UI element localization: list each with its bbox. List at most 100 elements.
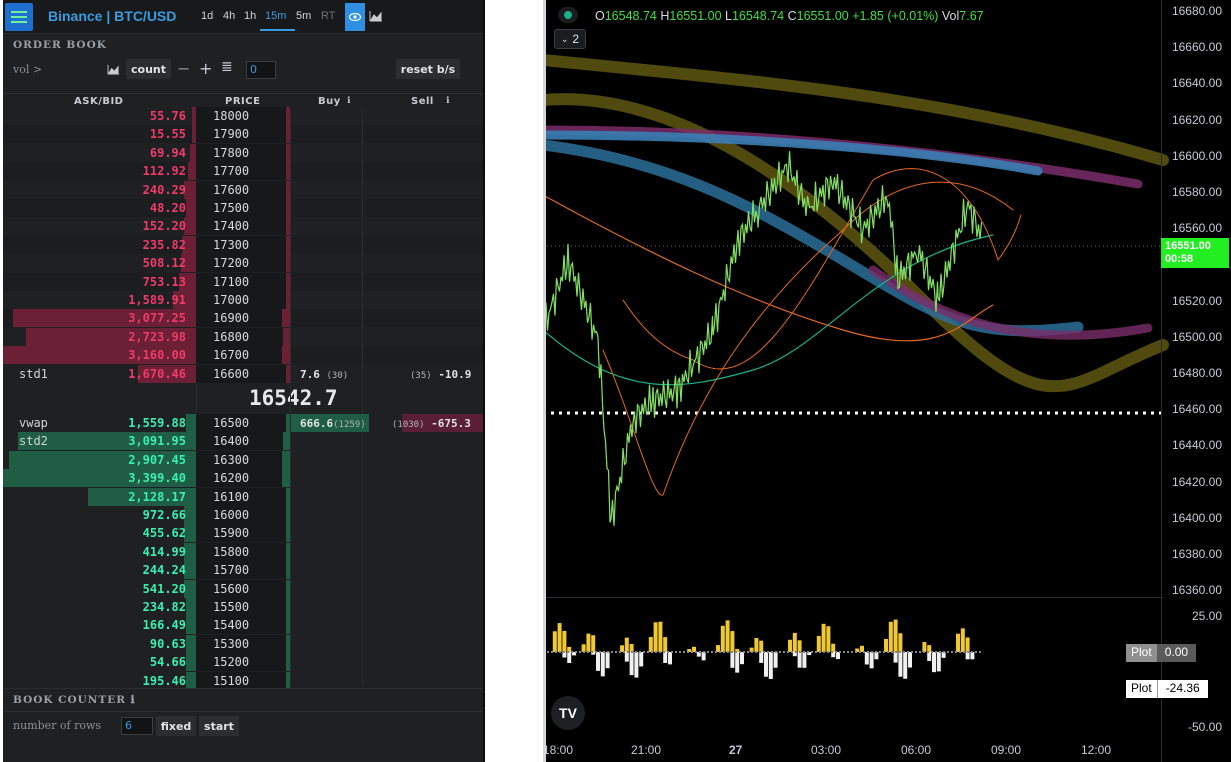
area-chart-icon[interactable]: [369, 10, 383, 22]
ask-row[interactable]: 2,723.98 16800: [3, 327, 483, 346]
depth-bar: [192, 107, 196, 125]
bid-row[interactable]: vwap 1,559.88 16500: [3, 414, 483, 432]
oscillator-bar-up: [720, 625, 725, 652]
amount-cell: 2,128.17: [128, 489, 186, 504]
bid-row[interactable]: 244.24 15700: [3, 561, 483, 580]
info-icon[interactable]: ℹ: [446, 96, 450, 106]
count-input[interactable]: 0: [246, 61, 276, 79]
rows-input[interactable]: 6: [121, 717, 153, 735]
time-label: 09:00: [991, 743, 1022, 757]
amount-cell: 15.55: [149, 127, 186, 142]
collapse-indicators-button[interactable]: ⌄ 2: [554, 29, 586, 49]
ask-row[interactable]: 753.13 17100: [3, 272, 483, 291]
ask-row[interactable]: 15.55 17900: [3, 125, 483, 144]
amount-cell: 1,670.46: [128, 366, 186, 381]
count-button[interactable]: count: [126, 59, 171, 79]
ma-blue-top: [543, 130, 1043, 176]
oscillator-bar-up: [567, 646, 572, 652]
list-icon[interactable]: ≣: [221, 59, 233, 75]
ask-row[interactable]: 69.94 17800: [3, 143, 483, 162]
minus-icon[interactable]: −: [177, 59, 191, 78]
ask-row[interactable]: 1,589.91 17000: [3, 291, 483, 309]
plus-icon[interactable]: +: [199, 59, 213, 78]
vol-toggle[interactable]: vol >: [13, 63, 43, 76]
bid-row[interactable]: 195.46 15100: [3, 671, 483, 690]
price-depth-bar: [286, 272, 290, 291]
bid-row[interactable]: 234.82 15500: [3, 598, 483, 616]
amount-cell: 235.82: [142, 237, 186, 252]
oscillator-bar-down: [797, 652, 802, 668]
price-cell: [196, 432, 290, 451]
oscillator-bar-down: [668, 652, 672, 665]
indicator-toggle-icon[interactable]: [558, 7, 578, 23]
bid-row[interactable]: 90.63 15300: [3, 634, 483, 653]
panel-border: [483, 0, 485, 762]
bid-row[interactable]: 2,128.17 16100: [3, 487, 483, 506]
bid-row[interactable]: 54.66 15200: [3, 653, 483, 672]
bid-row[interactable]: 541.20 15600: [3, 579, 483, 598]
oscillator-bar-down: [596, 652, 600, 671]
vwap-sell-bar: [402, 414, 483, 432]
depth-bar: [3, 346, 196, 365]
price-value: 17000: [213, 293, 250, 307]
oscillator-bar-down: [567, 652, 572, 664]
askbid-header: ASK/BID: [74, 96, 124, 107]
oscillator-bar-up: [759, 640, 764, 652]
start-button[interactable]: start: [199, 716, 239, 736]
ask-row[interactable]: 152.20 17400: [3, 217, 483, 236]
ask-row[interactable]: 3,077.25 16900: [3, 309, 483, 328]
depth-bar: [192, 125, 196, 144]
price-depth-bar: [286, 107, 290, 125]
timeframe-4h[interactable]: 4h: [223, 10, 236, 22]
eye-icon[interactable]: [345, 3, 365, 31]
oscillator-bar-up: [816, 635, 821, 652]
std1-buy-value: 7.6 (30): [300, 368, 349, 381]
hamburger-menu-icon[interactable]: [5, 3, 33, 31]
info-icon[interactable]: ℹ: [130, 694, 136, 706]
oscillator-bar-down: [970, 652, 975, 660]
amount-cell: 508.12: [142, 256, 186, 271]
exchange-title[interactable]: Binance | BTC/USD: [48, 8, 177, 24]
price-header: PRICE: [225, 96, 261, 107]
ask-row[interactable]: 48.20 17500: [3, 199, 483, 217]
ask-row[interactable]: 240.29 17600: [3, 180, 483, 199]
bid-row[interactable]: 414.99 15800: [3, 542, 483, 561]
fixed-button[interactable]: fixed: [156, 716, 196, 736]
oscillator-bar-down: [802, 652, 807, 668]
reset-bs-button[interactable]: reset b/s: [396, 59, 460, 79]
tradingview-logo[interactable]: TV: [551, 696, 585, 730]
chart-canvas[interactable]: [543, 0, 1231, 762]
bid-row[interactable]: 166.49 15400: [3, 616, 483, 635]
bid-row[interactable]: 455.62 15900: [3, 524, 483, 543]
bid-row[interactable]: std2 3,091.95 16400: [3, 432, 483, 451]
ask-row[interactable]: 112.92 17700: [3, 162, 483, 181]
oscillator-bar-up: [960, 628, 965, 652]
ask-row[interactable]: 235.82 17300: [3, 235, 483, 254]
info-icon[interactable]: ℹ: [347, 96, 351, 106]
depth-bar: [184, 579, 196, 598]
price-axis-label: 16600.00: [1171, 148, 1222, 163]
oscillator-bar-down: [941, 652, 946, 658]
amount-cell: 3,160.00: [128, 348, 186, 363]
ask-row[interactable]: 508.12 17200: [3, 254, 483, 273]
ask-row[interactable]: std1 1,670.46 16600: [3, 364, 483, 383]
timeframe-1d[interactable]: 1d: [201, 10, 214, 22]
timeframe-1h[interactable]: 1h: [244, 10, 257, 22]
ma-magenta-low: [868, 265, 1153, 340]
area-chart-icon[interactable]: [107, 64, 120, 75]
price-chart[interactable]: O16548.74 H16551.00 L16548.74 C16551.00 …: [543, 0, 1231, 762]
price-cell: [196, 291, 290, 309]
oscillator-bar-up: [965, 637, 970, 652]
ask-row[interactable]: 55.76 18000: [3, 107, 483, 125]
bid-row[interactable]: 2,907.45 16300: [3, 450, 483, 469]
bid-row[interactable]: 972.66 16000: [3, 506, 483, 524]
depth-bar: [190, 143, 196, 162]
price-depth-bar: [286, 199, 290, 217]
timeframe-15m[interactable]: 15m: [265, 10, 287, 22]
timeframe-rt[interactable]: RT: [321, 10, 336, 22]
bid-row[interactable]: 3,399.40 16200: [3, 469, 483, 488]
ask-row[interactable]: 3,160.00 16700: [3, 346, 483, 365]
price-depth-bar: [283, 432, 290, 451]
timeframe-5m[interactable]: 5m: [296, 10, 312, 22]
pane-divider[interactable]: [543, 597, 1163, 598]
